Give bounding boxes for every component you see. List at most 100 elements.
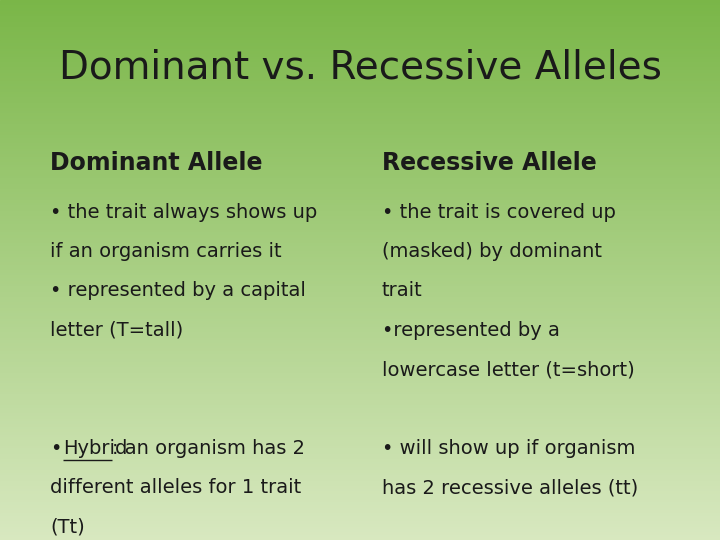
Bar (0, 489, 720, 491)
Bar (0, 472, 720, 475)
Bar (0, 154, 720, 157)
Bar (0, 332, 720, 335)
Bar (0, 151, 720, 154)
Bar (0, 454, 720, 456)
Bar (0, 86, 720, 89)
Bar (0, 486, 720, 489)
Bar (0, 510, 720, 513)
Bar (0, 208, 720, 211)
Bar (0, 346, 720, 348)
Bar (0, 68, 720, 70)
Bar (0, 240, 720, 243)
Bar (0, 192, 720, 194)
Bar (0, 54, 720, 57)
Bar (0, 259, 720, 262)
Bar (0, 49, 720, 51)
Bar (0, 130, 720, 132)
Bar (0, 278, 720, 281)
Text: • the trait always shows up: • the trait always shows up (50, 202, 318, 221)
Bar (0, 111, 720, 113)
Bar (0, 343, 720, 346)
Bar (0, 186, 720, 189)
Bar (0, 157, 720, 159)
Bar (0, 248, 720, 251)
Bar (0, 389, 720, 392)
Bar (0, 43, 720, 46)
Bar (0, 405, 720, 408)
Bar (0, 335, 720, 338)
Bar (0, 397, 720, 400)
Bar (0, 513, 720, 516)
Bar (0, 78, 720, 81)
Bar (0, 219, 720, 221)
Bar (0, 367, 720, 370)
Text: Recessive Allele: Recessive Allele (382, 151, 596, 175)
Bar (0, 481, 720, 483)
Bar (0, 32, 720, 35)
Bar (0, 251, 720, 254)
Bar (0, 521, 720, 524)
Bar (0, 14, 720, 16)
Bar (0, 11, 720, 14)
Bar (0, 227, 720, 229)
Bar (0, 427, 720, 429)
Bar (0, 446, 720, 448)
Text: if an organism carries it: if an organism carries it (50, 242, 282, 261)
Bar (0, 381, 720, 383)
Bar (0, 103, 720, 105)
Bar (0, 62, 720, 65)
Bar (0, 459, 720, 462)
Bar (0, 202, 720, 205)
Bar (0, 470, 720, 472)
Bar (0, 424, 720, 427)
Bar (0, 435, 720, 437)
Bar (0, 518, 720, 521)
Bar (0, 73, 720, 76)
Bar (0, 505, 720, 508)
Bar (0, 24, 720, 27)
Bar (0, 181, 720, 184)
Bar (0, 35, 720, 38)
Bar (0, 408, 720, 410)
Bar (0, 30, 720, 32)
Bar (0, 483, 720, 486)
Bar (0, 232, 720, 235)
Bar (0, 443, 720, 445)
Bar (0, 148, 720, 151)
Bar (0, 281, 720, 284)
Bar (0, 464, 720, 467)
Bar (0, 146, 720, 148)
Bar (0, 535, 720, 537)
Bar (0, 394, 720, 397)
Bar (0, 135, 720, 138)
Text: (masked) by dominant: (masked) by dominant (382, 242, 602, 261)
Text: •represented by a: •represented by a (382, 321, 559, 340)
Bar (0, 235, 720, 238)
Text: • will show up if organism: • will show up if organism (382, 439, 635, 458)
Bar (0, 138, 720, 140)
Bar (0, 273, 720, 275)
Bar (0, 3, 720, 5)
Bar (0, 491, 720, 494)
Bar (0, 22, 720, 24)
Bar (0, 410, 720, 413)
Bar (0, 313, 720, 316)
Bar (0, 92, 720, 94)
Bar (0, 213, 720, 216)
Bar (0, 319, 720, 321)
Bar (0, 124, 720, 127)
Bar (0, 375, 720, 378)
Bar (0, 494, 720, 497)
Bar (0, 51, 720, 54)
Bar (0, 524, 720, 526)
Bar (0, 65, 720, 68)
Bar (0, 189, 720, 192)
Bar (0, 167, 720, 170)
Bar (0, 224, 720, 227)
Bar (0, 170, 720, 173)
Bar (0, 437, 720, 440)
Bar (0, 254, 720, 256)
Bar (0, 478, 720, 481)
Bar (0, 432, 720, 435)
Bar (0, 338, 720, 340)
